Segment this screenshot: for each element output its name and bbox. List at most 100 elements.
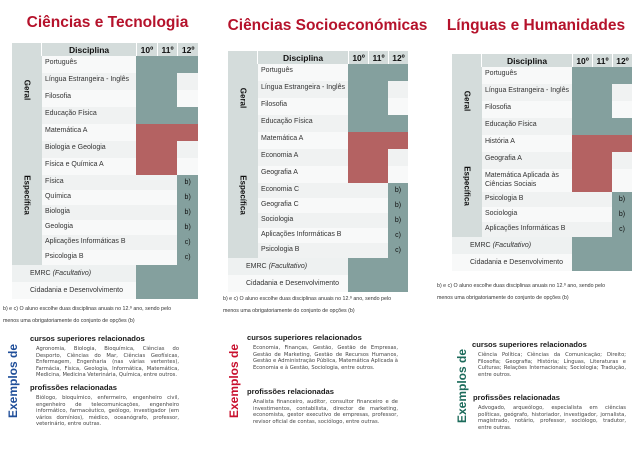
table-row: Geral Português — [228, 64, 408, 132]
year-cell-12 — [388, 115, 408, 132]
year-cell-11 — [368, 98, 389, 115]
year-cell-10 — [136, 158, 157, 175]
subject-name: Biologia e Geologia — [41, 141, 137, 158]
table-row: Matemática Aplicada às Ciências Sociais — [452, 169, 632, 192]
profissoes-title: profissões relacionadas — [473, 393, 560, 402]
year-cell-11 — [368, 149, 389, 166]
group-label-especifica: Específica — [12, 124, 42, 265]
profissoes-text: Advogado, arqueólogo, especialista em ci… — [478, 405, 626, 431]
year-cell-12 — [177, 158, 198, 175]
year-cell-11 — [592, 222, 613, 237]
header-year-12: 12º — [612, 54, 632, 67]
table-row: Aplicações Informáticas B c) — [452, 222, 632, 237]
subject-name: Sociologia — [481, 207, 573, 222]
year-cell-12 — [388, 275, 408, 292]
table-row: Cidadania e Desenvolvimento — [12, 282, 198, 299]
panel-ciencias-tecnologia: Ciências e Tecnologia Disciplina 10º 11º 12… — [0, 0, 215, 452]
table-row: Psicologia B b) — [452, 192, 632, 207]
year-cell-11 — [368, 243, 389, 258]
table-row: EMRC (Facultativo) — [228, 258, 408, 275]
group-label-text: Específica — [238, 175, 248, 215]
subject-name: Física e Química A — [41, 158, 137, 175]
table-row: EMRC (Facultativo) — [452, 237, 632, 254]
header-year-10: 10º — [348, 51, 369, 64]
table-row: Biologia b) — [12, 205, 198, 220]
year-cell-11 — [368, 198, 389, 213]
year-cell-10 — [136, 220, 157, 235]
option-mark: b) — [177, 205, 198, 220]
year-cell-11 — [156, 265, 178, 282]
group-label-text: Geral — [462, 90, 472, 112]
year-cell-10 — [572, 222, 593, 237]
panel-title: Ciências e Tecnologia — [26, 14, 189, 31]
year-cell-12 — [388, 258, 408, 275]
subject-name-plain: EMRC — [30, 270, 53, 277]
group-label-geral: Geral — [12, 56, 42, 124]
year-cell-12 — [612, 67, 632, 84]
table-row: Cidadania e Desenvolvimento — [228, 275, 408, 292]
year-cell-10 — [136, 175, 157, 190]
year-cell-10 — [572, 169, 593, 192]
year-cell-10 — [572, 118, 593, 135]
year-cell-11 — [592, 67, 613, 84]
option-mark: b) — [612, 192, 632, 207]
year-cell-11 — [156, 250, 178, 265]
table-row: Psicologia B c) — [228, 243, 408, 258]
profissoes-title: profissões relacionadas — [30, 383, 117, 392]
year-cell-11 — [592, 84, 613, 101]
panel-title: Línguas e Humanidades — [446, 17, 626, 34]
year-cell-11 — [592, 192, 613, 207]
year-cell-10 — [348, 275, 369, 292]
year-cell-12 — [177, 107, 198, 124]
subject-name: Geografia C — [257, 198, 349, 213]
year-cell-10 — [136, 90, 157, 107]
table-row: Física e Química A — [12, 158, 198, 175]
year-cell-10 — [348, 258, 369, 275]
subject-name-plain: Cidadania e Desenvolvimento — [246, 280, 339, 287]
subject-name: Aplicações Informáticas B — [481, 222, 573, 237]
year-cell-10 — [348, 81, 369, 98]
year-cell-11 — [156, 56, 178, 73]
year-cell-11 — [156, 90, 178, 107]
header-disciplina: Disciplina — [257, 51, 349, 64]
year-cell-12 — [612, 169, 632, 192]
subject-name: Português — [481, 67, 573, 84]
option-mark: c) — [177, 250, 198, 265]
year-cell-10 — [572, 237, 593, 254]
footnote-line-1: b) e c) O aluno escolhe duas disciplinas… — [437, 283, 606, 289]
year-cell-10 — [348, 166, 369, 183]
table-row: Geografia A — [452, 152, 632, 169]
year-cell-11 — [156, 235, 178, 250]
cursos-title: cursos superiores relacionados — [247, 333, 362, 342]
subject-name: Aplicações Informáticas B — [257, 228, 349, 243]
subject-name: Matemática Aplicada às Ciências Sociais — [481, 169, 573, 192]
header-year-12: 12º — [177, 43, 198, 56]
year-cell-11 — [368, 183, 389, 198]
group-label-especifica: Específica — [452, 135, 482, 237]
footnote-line-2: menos uma obrigatoriamente do conjunto d… — [223, 308, 355, 314]
option-mark: c) — [177, 235, 198, 250]
subject-name-plain: EMRC — [470, 242, 493, 249]
header-year-10: 10º — [572, 54, 593, 67]
year-cell-11 — [592, 135, 613, 152]
year-cell-12 — [612, 237, 632, 254]
year-cell-11 — [368, 115, 389, 132]
year-cell-10 — [572, 192, 593, 207]
subject-name: Filosofia — [257, 98, 349, 115]
group-label-especifica: Específica — [228, 132, 258, 258]
year-cell-10 — [572, 254, 593, 271]
header-year-11: 11º — [592, 54, 613, 67]
subject-name: Educação Física — [257, 115, 349, 132]
year-cell-10 — [136, 250, 157, 265]
group-label-text: Geral — [22, 79, 32, 101]
year-cell-11 — [592, 237, 613, 254]
year-cell-11 — [368, 275, 389, 292]
table-row: Língua Estrangeira - Inglês — [228, 81, 408, 98]
year-cell-10 — [348, 98, 369, 115]
year-cell-12 — [388, 81, 408, 98]
subject-name: Química — [41, 190, 137, 205]
profissoes-text: Biólogo, bioquímico, enfermeiro, engenhe… — [36, 395, 179, 428]
table-row: Psicologia B c) — [12, 250, 198, 265]
year-cell-11 — [592, 169, 613, 192]
subject-name-note: (Facultativo) — [268, 263, 308, 270]
